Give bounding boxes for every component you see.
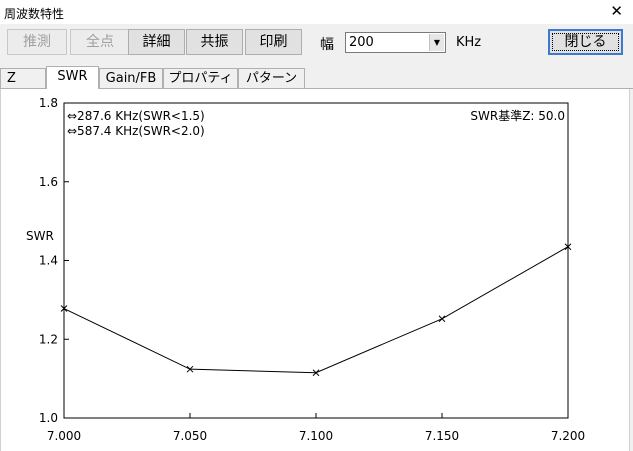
chevron-down-icon[interactable]: ▼ xyxy=(429,34,444,51)
x-axis: 7.000 7.050 7.100 7.150 7.200 xyxy=(47,413,585,443)
y-axis: 1.0 1.2 1.4 1.6 1.8 xyxy=(39,96,69,425)
toolbar: 推測 全点 詳細 共振 印刷 幅 200 ▼ KHz 閉じる xyxy=(0,26,633,60)
y-tick-label: 1.2 xyxy=(39,332,58,346)
detail-button[interactable]: 詳細 xyxy=(128,29,185,55)
swr-data-point xyxy=(60,305,68,312)
y-axis-label: SWR xyxy=(26,229,54,243)
swr-data-point xyxy=(438,315,446,323)
width-select[interactable]: 200 ▼ xyxy=(345,32,446,53)
plot-area xyxy=(63,102,569,419)
swr-panel xyxy=(0,89,630,451)
title-bar: 周波数特性 ✕ xyxy=(0,0,633,24)
y-tick-label: 1.0 xyxy=(39,411,58,425)
resonance-button[interactable]: 共振 xyxy=(186,29,243,55)
y-tick-label: 1.6 xyxy=(39,175,58,189)
y-tick-label: 1.4 xyxy=(39,254,58,268)
swr-data-point xyxy=(312,369,320,377)
width-value: 200 xyxy=(349,35,374,50)
tab-z[interactable]: Z xyxy=(0,68,46,88)
all-points-button[interactable]: 全点 xyxy=(70,29,130,55)
tab-properties[interactable]: プロパティ xyxy=(163,68,238,88)
x-tick-label: 7.050 xyxy=(173,429,207,443)
x-tick-label: 7.000 xyxy=(47,429,81,443)
swr-series-line xyxy=(63,246,569,374)
tab-pattern[interactable]: パターン xyxy=(238,68,305,88)
swr-series-markers xyxy=(60,243,572,377)
close-button-label: 閉じる xyxy=(564,34,607,50)
tab-swr[interactable]: SWR xyxy=(46,66,99,89)
x-tick-label: 7.100 xyxy=(299,429,333,443)
close-button[interactable]: 閉じる xyxy=(548,29,623,55)
tab-strip: Z SWR Gain/FB プロパティ パターン xyxy=(0,66,633,89)
window-title: 周波数特性 xyxy=(4,7,65,21)
width-unit: KHz xyxy=(456,35,482,50)
focus-rect xyxy=(552,33,619,51)
bandwidth-annotation-2.0: ⇔587.4 KHz(SWR<2.0) xyxy=(67,124,205,138)
reference-impedance-label: SWR基準Z: 50.0 xyxy=(470,108,565,123)
width-label: 幅 xyxy=(320,37,334,53)
estimate-button[interactable]: 推測 xyxy=(7,29,67,55)
x-tick-label: 7.150 xyxy=(425,429,459,443)
tab-gain-fb[interactable]: Gain/FB xyxy=(99,68,163,88)
tab-divider xyxy=(0,88,633,89)
x-tick-label: 7.200 xyxy=(551,429,585,443)
bandwidth-annotation-1.5: ⇔287.6 KHz(SWR<1.5) xyxy=(67,109,205,123)
swr-data-point xyxy=(186,365,194,373)
swr-data-point xyxy=(564,243,572,251)
print-button[interactable]: 印刷 xyxy=(245,29,302,55)
close-icon[interactable]: ✕ xyxy=(610,2,623,20)
y-tick-label: 1.8 xyxy=(39,96,58,110)
